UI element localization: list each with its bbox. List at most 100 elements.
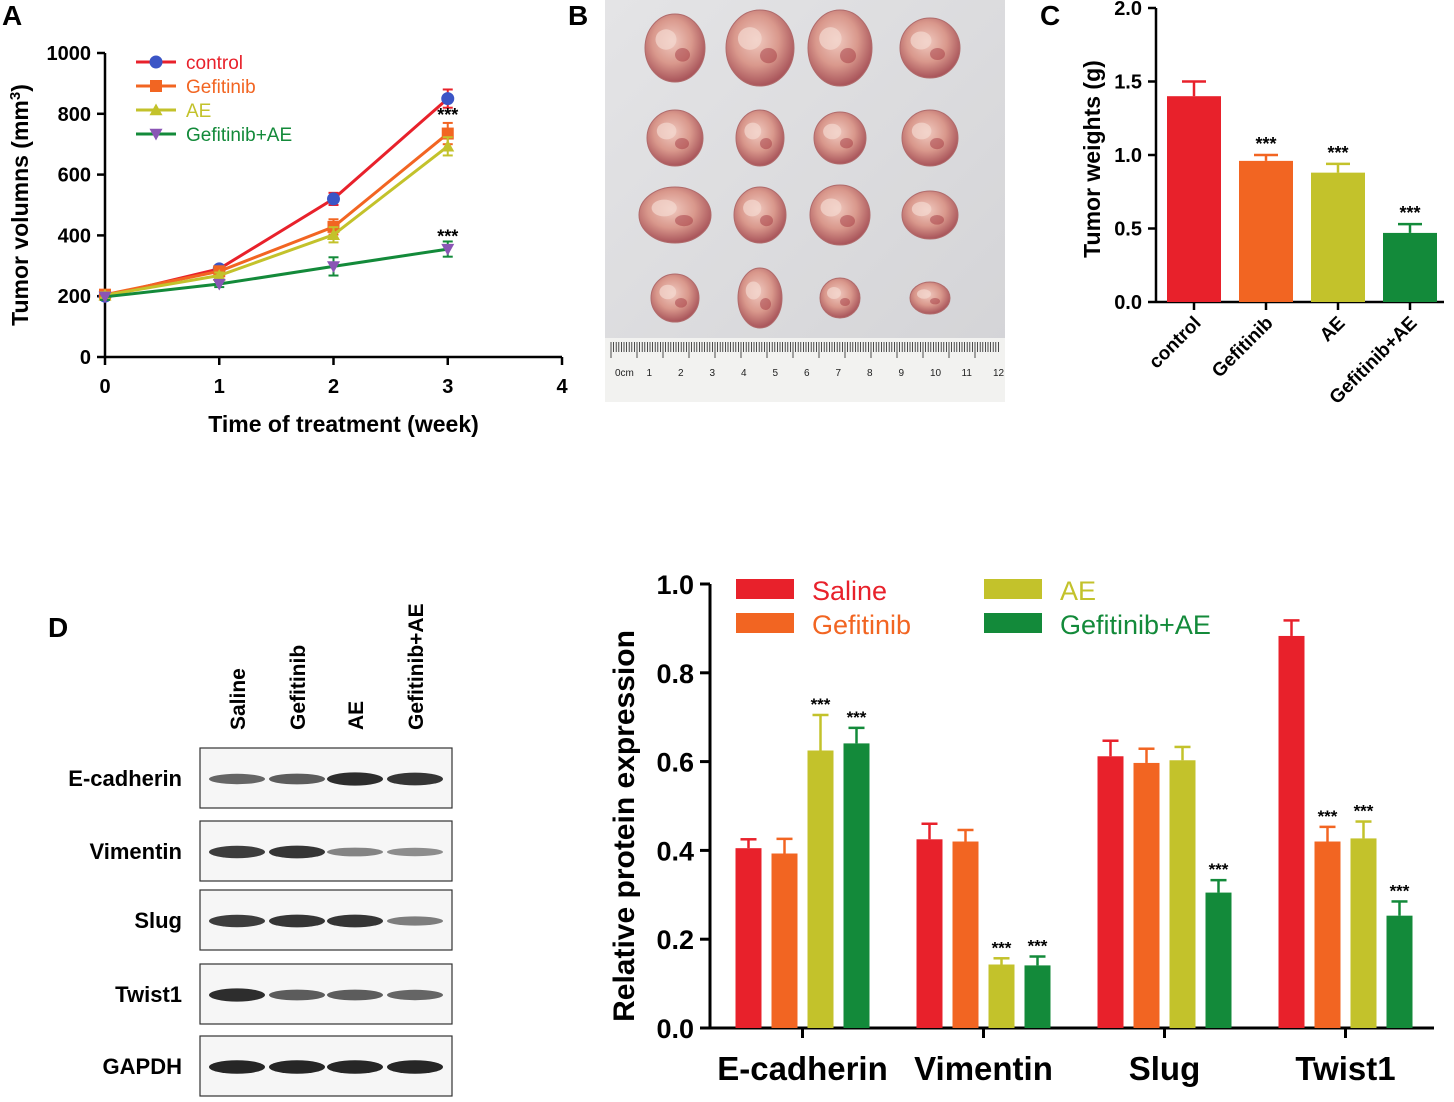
tumor-specimens <box>638 9 961 329</box>
blot-band <box>209 988 265 1002</box>
panel-label-a: A <box>2 0 23 31</box>
tumor-highlight <box>745 281 762 300</box>
data-point <box>441 139 455 152</box>
data-point <box>441 243 455 256</box>
y-tick-label: 800 <box>58 104 91 126</box>
blot-band <box>387 847 443 857</box>
tumor-blood-spot <box>675 215 693 227</box>
bar <box>1024 965 1051 1028</box>
ruler-label: 4 <box>741 368 747 379</box>
tumor <box>638 186 712 244</box>
significance-label: *** <box>1255 134 1276 154</box>
ruler-label: 5 <box>773 368 779 379</box>
legend-label: Gefitinib <box>186 77 256 98</box>
significance-label: *** <box>437 226 458 246</box>
x-tick-label: 3 <box>442 376 453 398</box>
blot-band <box>387 1060 443 1074</box>
series-line-ae <box>104 145 449 297</box>
significance-label: *** <box>1318 807 1338 826</box>
tumor <box>733 186 787 244</box>
tumor-blood-spot <box>930 48 945 60</box>
ruler-label: 6 <box>804 368 810 379</box>
tumor-volume-line-chart: 0 1 2 3 4 0 200 400 600 800 1000 Time of treatment … <box>7 43 569 437</box>
ruler-labels: 0cm 1 2 3 4 5 6 7 8 9 10 11 12 <box>615 368 1005 379</box>
tumor-highlight <box>651 199 677 217</box>
significance-label: *** <box>811 695 831 714</box>
blot-band <box>209 914 265 928</box>
tumor-blood-spot <box>840 298 850 306</box>
x-tick-label: Vimentin <box>914 1050 1053 1087</box>
tumor <box>737 267 783 329</box>
y-tick-label: 1.5 <box>1114 72 1142 94</box>
ruler-label: 3 <box>710 368 716 379</box>
x-tick-label: AE <box>1316 313 1350 347</box>
blot-band <box>269 845 325 859</box>
protein-label: E-cadherin <box>68 766 182 791</box>
ruler-label: 11 <box>962 368 973 379</box>
tumor <box>813 111 867 165</box>
bar <box>988 964 1015 1028</box>
y-tick-label: 0.6 <box>656 748 694 778</box>
series-line-gefitinib-ae <box>104 247 448 299</box>
tumor <box>899 17 961 79</box>
blot-band <box>327 1060 383 1074</box>
tumor-blood-spot <box>930 215 944 225</box>
blot-band <box>269 914 325 928</box>
bar <box>1383 232 1437 302</box>
legend-swatch <box>736 613 794 633</box>
bar <box>1314 841 1341 1028</box>
tumor <box>646 109 704 167</box>
tumor-blood-spot <box>840 48 856 64</box>
x-tick-label: 4 <box>556 376 568 398</box>
tumor-highlight <box>917 289 931 299</box>
significance-label: *** <box>1327 143 1348 163</box>
legend-label: Gefitinib+AE <box>1060 610 1211 640</box>
data-point <box>98 291 112 304</box>
data-point <box>327 261 340 273</box>
tumor-highlight <box>656 122 677 140</box>
blot-band <box>327 847 383 857</box>
blot-band <box>387 989 443 1001</box>
tumor-blood-spot <box>675 48 690 62</box>
y-tick-label: 400 <box>58 225 91 247</box>
protein-label: Vimentin <box>89 839 182 864</box>
x-tick-label: 2 <box>328 376 339 398</box>
series-line-gefitinib <box>104 132 449 297</box>
tumor-photo: 0cm 1 2 3 4 5 6 7 8 9 10 11 12 <box>605 0 1005 402</box>
data-point <box>327 192 340 206</box>
ruler-label: 8 <box>867 368 873 379</box>
bar <box>916 839 943 1028</box>
tumor-blood-spot <box>675 138 689 150</box>
tumor-blood-spot <box>930 138 944 150</box>
panel-label-c: C <box>1040 0 1061 31</box>
legend-label: Gefitinib+AE <box>186 125 292 146</box>
y-tick-label: 0.8 <box>656 659 694 689</box>
y-tick-label: 0.0 <box>1114 292 1142 314</box>
tumor-highlight <box>911 201 932 217</box>
y-tick-label: 1.0 <box>1114 145 1142 167</box>
lane-label: Gefitinib+AE <box>405 603 428 730</box>
blot-band <box>209 1060 265 1074</box>
tumor-highlight <box>910 31 932 50</box>
legend-label: AE <box>186 101 211 122</box>
x-tick-label: Gefitinib <box>1208 313 1277 382</box>
y-tick-label: 0 <box>80 347 91 369</box>
bar <box>1167 96 1221 302</box>
data-point <box>212 278 226 291</box>
tumor <box>650 273 700 323</box>
bar <box>1386 915 1413 1028</box>
legend-label: Saline <box>812 576 887 606</box>
data-point <box>212 269 226 281</box>
tumor-weight-bar-chart: 0.0 0.5 1.0 1.5 2.0 Tumor weights (g) control *… <box>1079 0 1444 409</box>
tumor-highlight <box>659 284 677 300</box>
blot-band <box>269 773 325 785</box>
y-tick-label: 200 <box>58 286 91 308</box>
bar <box>1239 160 1293 302</box>
tumor-blood-spot <box>930 298 940 305</box>
tumor-highlight <box>823 123 842 140</box>
bar <box>952 841 979 1028</box>
blot-band <box>209 773 265 785</box>
y-axis-title: Tumor volumns (mm3) <box>7 84 34 326</box>
blot-band <box>327 772 383 786</box>
ruler-label: 12 <box>993 368 1005 379</box>
